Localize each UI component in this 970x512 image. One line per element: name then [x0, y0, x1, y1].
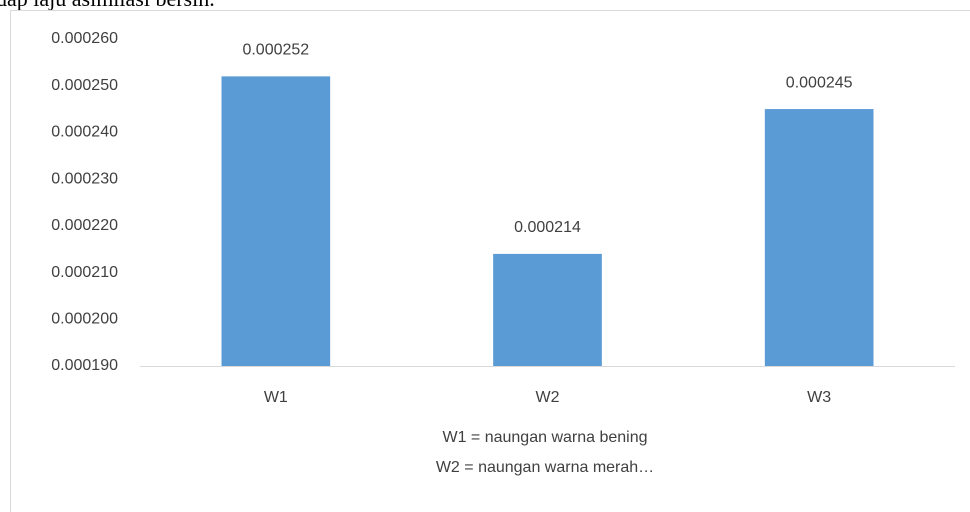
y-tick-label: 0.000230: [51, 170, 118, 187]
data-label: 0.000245: [786, 74, 853, 91]
data-label: 0.000252: [242, 42, 309, 59]
chart-border: [10, 10, 970, 512]
axis-note: W2 = naungan warna merah…: [436, 459, 654, 476]
bar: [221, 76, 331, 366]
data-label: 0.000214: [514, 219, 581, 236]
x-tick-label: W1: [264, 389, 288, 406]
y-tick-label: 0.000220: [51, 217, 118, 234]
x-tick-label: W3: [807, 389, 831, 406]
y-tick-label: 0.000260: [51, 30, 118, 47]
axis-note: W1 = naungan warna bening: [442, 429, 647, 446]
bar: [493, 253, 602, 366]
caption: dap laju asimilasi bersih.: [0, 0, 215, 11]
bar: [764, 109, 874, 367]
x-tick-label: W2: [536, 389, 560, 406]
y-tick-label: 0.000210: [51, 264, 118, 281]
y-tick-label: 0.000190: [51, 357, 118, 374]
y-tick-label: 0.000250: [51, 77, 118, 94]
y-tick-label: 0.000200: [51, 311, 118, 328]
y-tick-label: 0.000240: [51, 124, 118, 141]
